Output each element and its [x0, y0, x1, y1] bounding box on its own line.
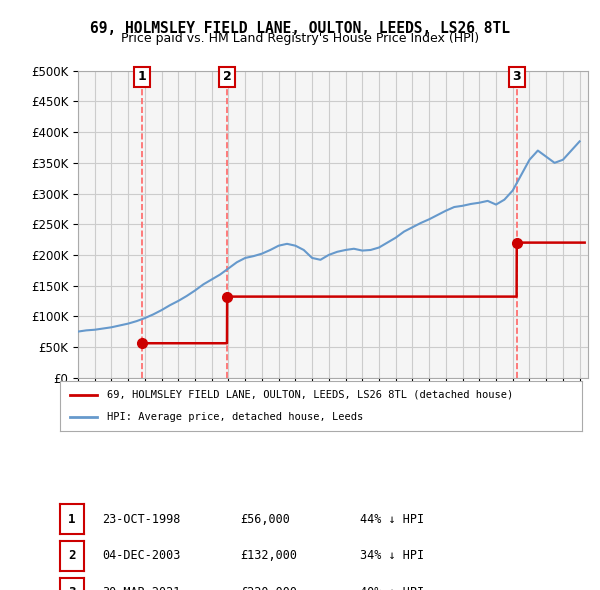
Text: 34% ↓ HPI: 34% ↓ HPI: [360, 549, 424, 562]
Text: 2: 2: [68, 549, 76, 562]
Text: 1: 1: [137, 70, 146, 83]
Text: 30-MAR-2021: 30-MAR-2021: [102, 586, 181, 590]
Text: 44% ↓ HPI: 44% ↓ HPI: [360, 513, 424, 526]
Text: 1: 1: [68, 513, 76, 526]
Text: 69, HOLMSLEY FIELD LANE, OULTON, LEEDS, LS26 8TL (detached house): 69, HOLMSLEY FIELD LANE, OULTON, LEEDS, …: [107, 389, 513, 399]
Text: 23-OCT-1998: 23-OCT-1998: [102, 513, 181, 526]
Text: £220,000: £220,000: [240, 586, 297, 590]
Text: 3: 3: [68, 586, 76, 590]
Text: 3: 3: [512, 70, 521, 83]
Text: £132,000: £132,000: [240, 549, 297, 562]
Text: Price paid vs. HM Land Registry's House Price Index (HPI): Price paid vs. HM Land Registry's House …: [121, 32, 479, 45]
Text: 69, HOLMSLEY FIELD LANE, OULTON, LEEDS, LS26 8TL: 69, HOLMSLEY FIELD LANE, OULTON, LEEDS, …: [90, 21, 510, 35]
Text: £56,000: £56,000: [240, 513, 290, 526]
Text: HPI: Average price, detached house, Leeds: HPI: Average price, detached house, Leed…: [107, 412, 363, 422]
Text: 40% ↓ HPI: 40% ↓ HPI: [360, 586, 424, 590]
Text: 2: 2: [223, 70, 232, 83]
Text: 04-DEC-2003: 04-DEC-2003: [102, 549, 181, 562]
